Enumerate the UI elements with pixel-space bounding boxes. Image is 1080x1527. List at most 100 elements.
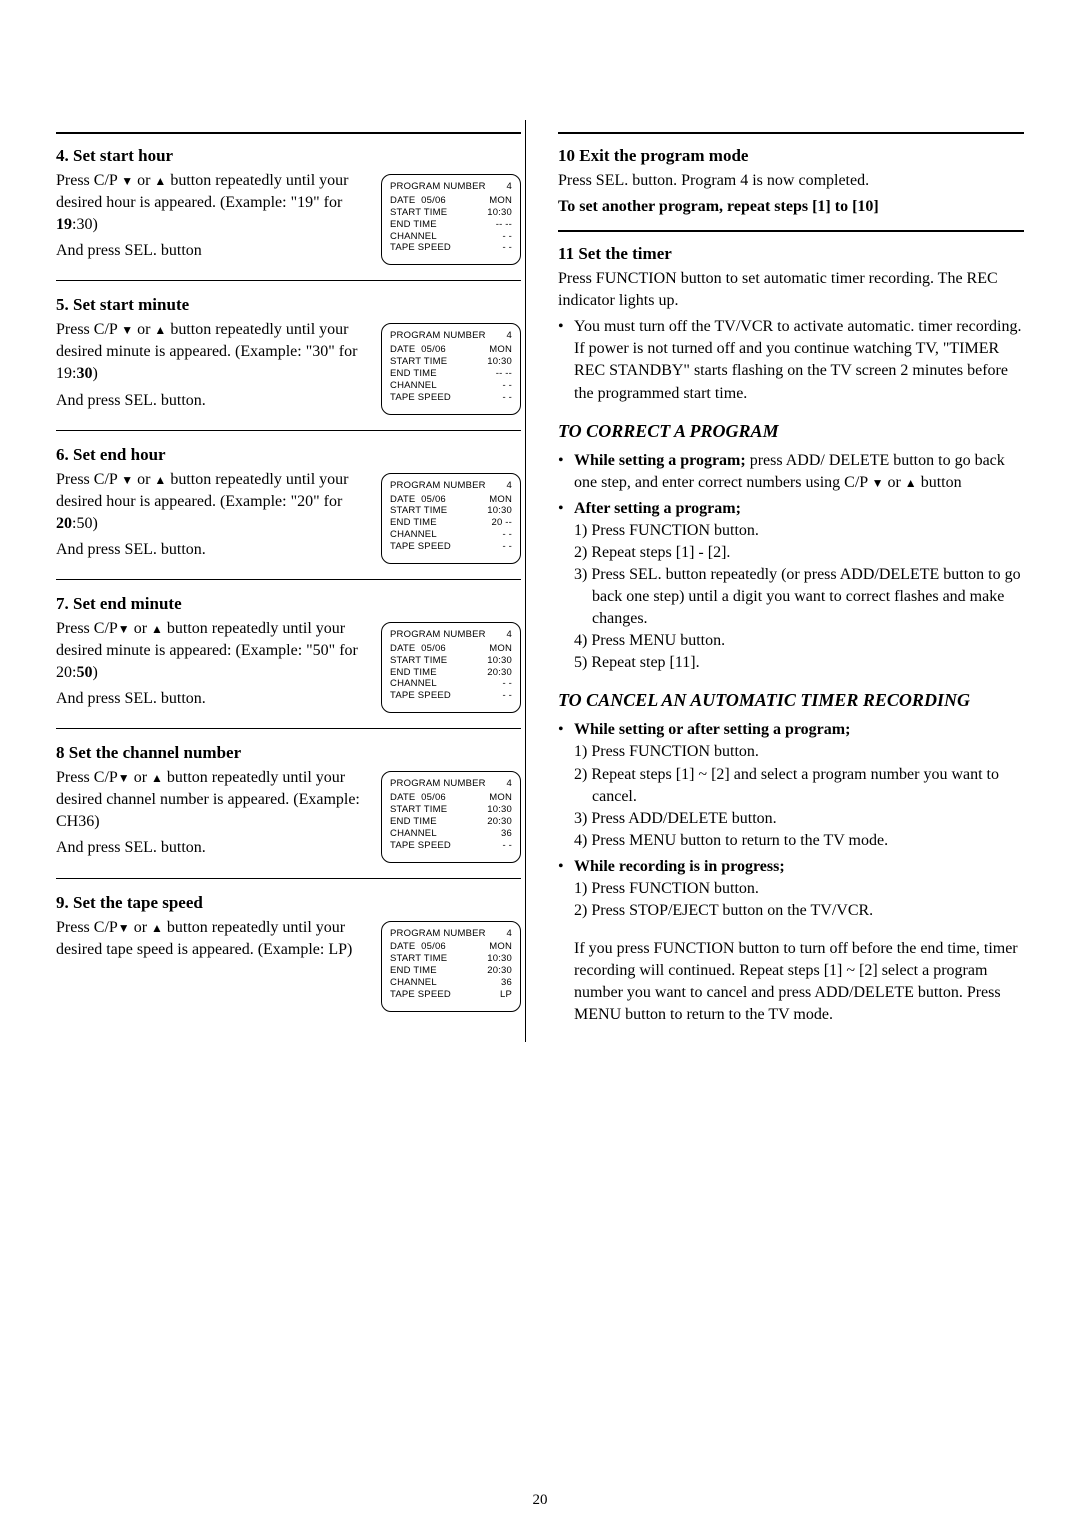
numbered-item: 1) Press FUNCTION button. <box>574 878 1024 900</box>
bold-text: 30 <box>76 365 92 382</box>
osd-value: LP <box>496 989 512 1001</box>
page-number: 20 <box>0 1492 1080 1509</box>
numbered-item: 3) Press SEL. button repeatedly (or pres… <box>574 564 1024 630</box>
step-body: Press C/P or button repeatedly until you… <box>56 767 371 833</box>
bullet-item: After setting a program; 1) Press FUNCTI… <box>558 498 1024 675</box>
divider <box>56 579 521 580</box>
osd-value: 36 <box>497 828 512 840</box>
divider <box>558 230 1024 232</box>
osd-label: CHANNEL <box>390 529 437 541</box>
osd-label: START TIME <box>390 356 447 368</box>
osd-label: END TIME <box>390 517 437 529</box>
numbered-item: 4) Press MENU button to return to the TV… <box>574 830 1024 852</box>
osd-title-label: PROGRAM NUMBER <box>390 629 486 641</box>
osd-title-label: PROGRAM NUMBER <box>390 778 486 790</box>
osd-label: END TIME <box>390 368 437 380</box>
step-body: Press C/P or button repeatedly until you… <box>56 618 371 684</box>
osd-value: - - <box>498 392 512 404</box>
osd-value: -- -- <box>492 368 512 380</box>
bullet-list: You must turn off the TV/VCR to activate… <box>558 316 1024 404</box>
text: Press C/P <box>56 620 118 637</box>
step-9: 9. Set the tape speed Press C/P or butto… <box>56 893 521 1012</box>
bullet-item: While setting or after setting a program… <box>558 719 1024 851</box>
text: :50) <box>72 515 98 532</box>
text: If power is not turned off and you conti… <box>574 340 1008 401</box>
step-8: 8 Set the channel number Press C/P or bu… <box>56 743 521 863</box>
manual-page: 4. Set start hour Press C/P or button re… <box>0 0 1080 1527</box>
numbered-item: 3) Press ADD/DELETE button. <box>574 808 1024 830</box>
divider <box>56 430 521 431</box>
text: 3) Press SEL. button repeatedly (or pres… <box>574 564 1024 630</box>
step-body-2: And press SEL. button. <box>56 390 371 412</box>
osd-label: DATE <box>390 344 415 355</box>
text: or <box>883 474 904 491</box>
numbered-item: 2) Press STOP/EJECT button on the TV/VCR… <box>574 900 1024 922</box>
numbered-item: 4) Press MENU button. <box>574 630 1024 652</box>
text: or <box>130 919 151 936</box>
osd-value: 05/06 <box>421 643 446 654</box>
osd-value: - - <box>498 231 512 243</box>
step-title: 6. Set end hour <box>56 445 521 465</box>
down-triangle-icon <box>121 172 133 189</box>
osd-label: DATE <box>390 494 415 505</box>
up-triangle-icon <box>151 620 163 637</box>
divider <box>56 728 521 729</box>
osd-value: 20:30 <box>483 965 512 977</box>
divider <box>56 132 521 134</box>
text: Press C/P <box>56 919 118 936</box>
step-text: Press C/P or button repeatedly until you… <box>56 170 371 266</box>
osd-value: 05/06 <box>421 195 446 206</box>
osd-label: END TIME <box>390 965 437 977</box>
osd-value: 05/06 <box>421 941 446 952</box>
cancel-tail-paragraph: If you press FUNCTION button to turn off… <box>558 938 1024 1026</box>
divider <box>56 878 521 879</box>
osd-label: END TIME <box>390 667 437 679</box>
bold-text: 19 <box>56 216 72 233</box>
text: or <box>133 321 154 338</box>
bold-text: To set another program, repeat steps [1]… <box>558 198 879 215</box>
osd-value: 20 -- <box>487 517 512 529</box>
numbered-item: 1) Press FUNCTION button. <box>574 520 1024 542</box>
osd-value: MON <box>485 195 512 207</box>
down-triangle-icon <box>118 769 130 786</box>
osd-title-num: 4 <box>507 928 512 940</box>
bullet-item: While recording is in progress; 1) Press… <box>558 856 1024 922</box>
step-title: 8 Set the channel number <box>56 743 521 763</box>
osd-label: END TIME <box>390 219 437 231</box>
osd-label: CHANNEL <box>390 977 437 989</box>
step-6: 6. Set end hour Press C/P or button repe… <box>56 445 521 565</box>
down-triangle-icon <box>121 321 133 338</box>
bold-text: While recording is in progress; <box>574 858 785 875</box>
osd-screen-5: PROGRAM NUMBER4 DATE 05/06MON START TIME… <box>381 323 521 414</box>
text: or <box>133 172 154 189</box>
step-body: Press FUNCTION button to set automatic t… <box>558 268 1024 312</box>
up-triangle-icon <box>151 919 163 936</box>
down-triangle-icon <box>872 474 884 491</box>
osd-value: 20:30 <box>483 667 512 679</box>
osd-screen-7: PROGRAM NUMBER4 DATE 05/06MON START TIME… <box>381 622 521 713</box>
osd-value: - - <box>498 541 512 553</box>
step-body-2: And press SEL. button. <box>56 539 371 561</box>
step-body: Press C/P or button repeatedly until you… <box>56 469 371 535</box>
osd-label: CHANNEL <box>390 678 437 690</box>
step-10: 10 Exit the program mode Press SEL. butt… <box>558 146 1024 218</box>
osd-value: 10:30 <box>483 655 512 667</box>
osd-label: TAPE SPEED <box>390 242 451 254</box>
step-body: Press SEL. button. Program 4 is now comp… <box>558 170 1024 192</box>
osd-value: 05/06 <box>421 494 446 505</box>
divider <box>56 280 521 281</box>
step-7: 7. Set end minute Press C/P or button re… <box>56 594 521 714</box>
osd-title-num: 4 <box>507 330 512 342</box>
osd-value: 20:30 <box>483 816 512 828</box>
osd-value: 10:30 <box>483 953 512 965</box>
osd-label: START TIME <box>390 953 447 965</box>
text: :30) <box>72 216 98 233</box>
osd-label: DATE <box>390 941 415 952</box>
left-column: 4. Set start hour Press C/P or button re… <box>56 120 526 1042</box>
down-triangle-icon <box>118 919 130 936</box>
osd-title-num: 4 <box>507 778 512 790</box>
osd-label: CHANNEL <box>390 231 437 243</box>
text: ) <box>92 365 97 382</box>
osd-value: 05/06 <box>421 792 446 803</box>
text: ) <box>92 664 97 681</box>
